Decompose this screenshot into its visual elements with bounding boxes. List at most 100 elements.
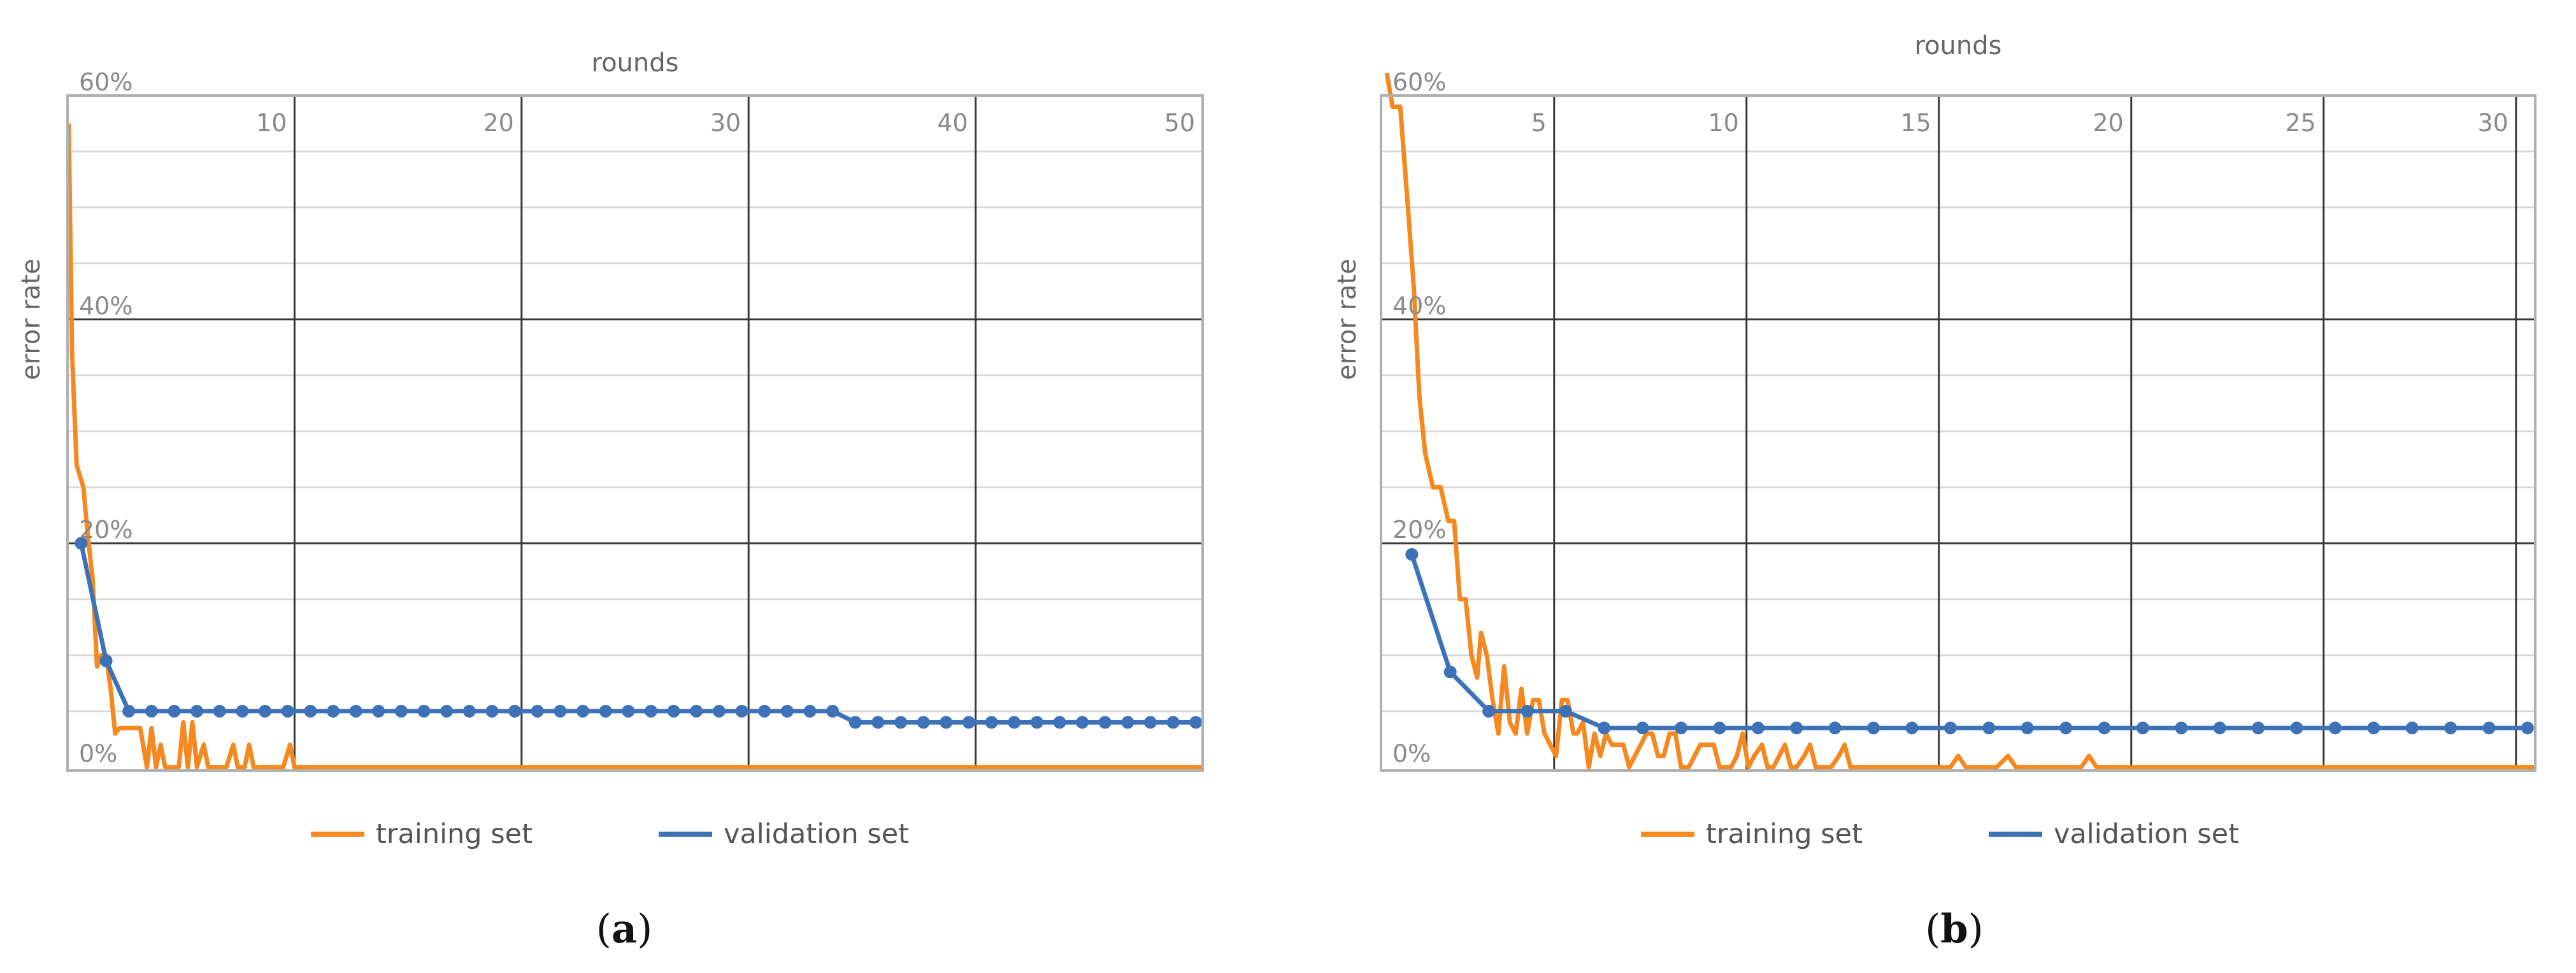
data-point-marker	[1121, 716, 1134, 729]
data-point-marker	[1053, 716, 1066, 729]
legend: training set validation set	[1641, 818, 2239, 850]
caption-close: )	[1968, 906, 1984, 952]
data-point-marker	[2482, 721, 2496, 735]
series-line-validation-set	[1409, 553, 2528, 730]
data-point-marker	[508, 704, 522, 718]
data-point-marker	[1713, 721, 1726, 735]
data-point-marker	[2367, 721, 2380, 735]
data-point-marker	[2059, 721, 2073, 735]
data-point-marker	[1790, 721, 1803, 735]
series-layer	[1384, 73, 2535, 770]
data-point-marker	[735, 704, 748, 718]
data-point-marker	[826, 704, 840, 718]
plot-frame	[1380, 94, 2537, 772]
data-point-marker	[2021, 721, 2034, 735]
data-point-marker	[75, 537, 88, 550]
x-tick-label: 40	[937, 109, 968, 137]
data-point-marker	[1076, 716, 1089, 729]
panel-caption: (b)	[1925, 906, 1984, 952]
series-line-training-set	[66, 123, 1203, 770]
series-line-validation-set	[78, 543, 1196, 725]
data-point-marker	[462, 704, 476, 718]
data-point-marker	[1144, 716, 1157, 729]
data-point-marker	[1675, 721, 1688, 735]
data-point-marker	[667, 704, 680, 718]
caption-close: )	[637, 906, 652, 952]
tick-labels: 5 10 15 20 25 30 60% 40% 20% 0%	[1392, 68, 2508, 768]
data-point-marker	[1828, 721, 1842, 735]
legend-label-training-set: training set	[1706, 818, 1863, 850]
data-point-marker	[2136, 721, 2149, 735]
y-tick-label: 40%	[79, 292, 132, 320]
data-point-marker	[349, 704, 362, 718]
data-point-marker	[190, 704, 204, 718]
data-point-marker	[1521, 704, 1534, 718]
data-point-marker	[712, 704, 726, 718]
data-point-marker	[622, 704, 635, 718]
data-point-marker	[690, 704, 703, 718]
y-tick-label: 0%	[79, 740, 117, 768]
caption-open: (	[1925, 906, 1940, 952]
gridlines	[68, 96, 1203, 771]
data-point-marker	[1905, 721, 1919, 735]
panel-caption: (a)	[596, 906, 653, 952]
y-tick-label: 20%	[79, 516, 132, 544]
x-axis-title: rounds	[592, 48, 679, 78]
data-point-marker	[1482, 704, 1496, 718]
data-point-marker	[1559, 704, 1572, 718]
plot-frame	[66, 94, 1204, 772]
data-point-marker	[780, 704, 794, 718]
data-point-marker	[1751, 721, 1764, 735]
y-tick-label: 0%	[1392, 740, 1431, 768]
x-tick-label: 10	[256, 109, 287, 137]
data-point-marker	[372, 704, 385, 718]
data-point-marker	[1189, 716, 1203, 729]
gridlines	[1381, 96, 2535, 771]
data-point-marker	[99, 654, 113, 667]
data-point-marker	[871, 716, 885, 729]
data-point-marker	[1008, 716, 1021, 729]
data-point-marker	[803, 704, 817, 718]
data-point-marker	[1166, 716, 1180, 729]
data-point-marker	[1636, 721, 1649, 735]
y-tick-label: 60%	[1392, 68, 1446, 96]
x-tick-label: 20	[483, 109, 513, 137]
data-point-marker	[145, 704, 158, 718]
x-axis-title: rounds	[1915, 31, 2002, 60]
data-point-marker	[1982, 721, 1996, 735]
y-tick-label: 60%	[79, 68, 132, 96]
data-point-marker	[2328, 721, 2342, 735]
data-point-marker	[940, 716, 953, 729]
series-layer	[66, 123, 1203, 770]
data-point-marker	[1443, 665, 1457, 679]
x-tick-label: 50	[1164, 109, 1195, 137]
series-line-training-set	[1384, 73, 2535, 770]
x-tick-label: 30	[710, 109, 741, 137]
data-point-marker	[394, 704, 408, 718]
data-point-marker	[1867, 721, 1880, 735]
data-point-marker	[1405, 548, 1419, 561]
data-point-marker	[962, 716, 975, 729]
data-point-marker	[2175, 721, 2188, 735]
legend: training set validation set	[311, 818, 909, 850]
data-point-marker	[554, 704, 567, 718]
data-point-marker	[531, 704, 544, 718]
data-point-marker	[259, 704, 272, 718]
caption-letter: b	[1940, 906, 1968, 952]
x-tick-label: 25	[2285, 109, 2315, 137]
x-tick-label: 10	[1708, 109, 1738, 137]
chart-panel-b: 5 10 15 20 25 30 60% 40% 20% 0% rounds error rate…	[1333, 31, 2537, 952]
y-axis-title: error rate	[1333, 259, 1362, 380]
legend-label-validation-set: validation set	[724, 818, 909, 850]
x-tick-label: 15	[1900, 109, 1931, 137]
x-tick-label: 30	[2477, 109, 2508, 137]
data-point-marker	[1030, 716, 1043, 729]
legend-label-training-set: training set	[376, 818, 533, 850]
data-point-marker	[2252, 721, 2265, 735]
data-point-marker	[848, 716, 862, 729]
legend-label-validation-set: validation set	[2054, 818, 2239, 850]
data-point-marker	[894, 716, 907, 729]
data-point-marker	[758, 704, 771, 718]
